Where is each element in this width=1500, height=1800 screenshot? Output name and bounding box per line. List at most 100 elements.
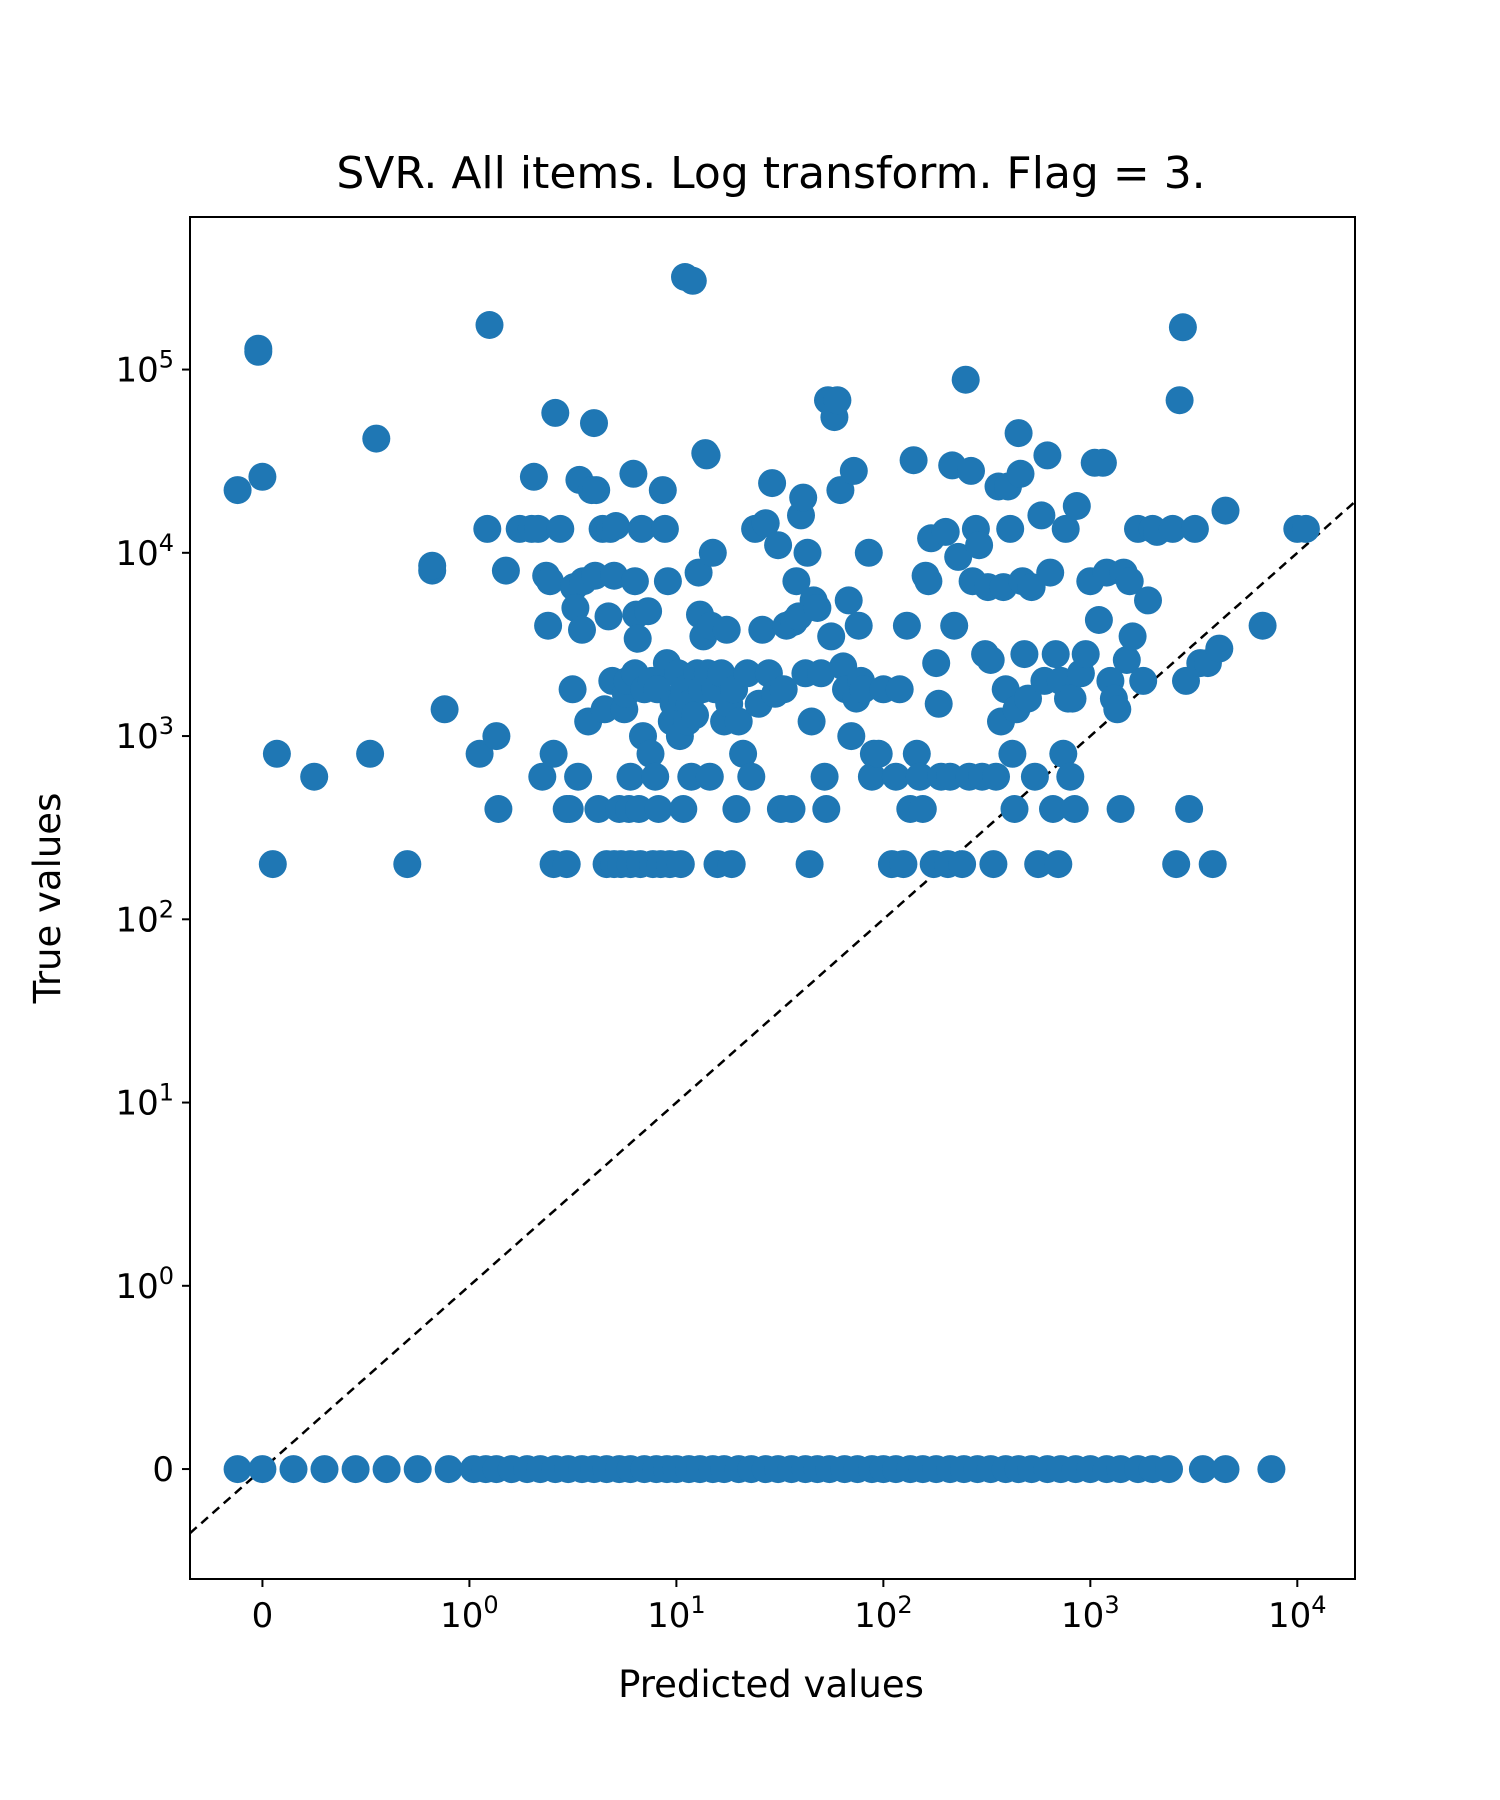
data-point	[465, 739, 494, 768]
data-point	[751, 509, 780, 538]
data-point	[475, 311, 504, 339]
data-point	[1205, 634, 1234, 663]
x-tick-label: 103	[1061, 1591, 1120, 1636]
data-point	[1000, 795, 1029, 823]
data-point	[1020, 762, 1049, 791]
x-tick-label: 101	[647, 1591, 706, 1636]
data-point	[568, 615, 596, 644]
data-point	[914, 567, 943, 596]
data-point	[1106, 795, 1135, 823]
data-point	[1006, 459, 1035, 488]
data-point	[839, 456, 868, 485]
points-layer	[223, 263, 1320, 1484]
data-point	[854, 538, 883, 567]
reference-line	[189, 500, 1356, 1535]
data-point	[552, 850, 581, 879]
data-point	[580, 409, 608, 438]
data-point	[681, 701, 709, 730]
data-point	[1158, 514, 1187, 543]
data-point	[717, 850, 746, 879]
data-point	[724, 707, 753, 736]
data-point	[692, 441, 721, 470]
data-point	[864, 739, 893, 768]
data-point	[634, 597, 663, 626]
plot-frame	[189, 216, 1356, 1580]
data-point	[1056, 762, 1085, 791]
data-point	[623, 624, 652, 653]
x-tick-label: 0	[252, 1596, 274, 1636]
data-point	[616, 762, 645, 791]
y-axis-label: True values	[26, 793, 69, 1005]
data-point	[834, 586, 863, 615]
data-point	[1134, 586, 1162, 615]
data-point	[491, 556, 520, 585]
data-point	[837, 722, 866, 751]
data-point	[1014, 684, 1042, 713]
data-point	[957, 456, 985, 485]
data-point	[223, 1455, 252, 1484]
data-point	[310, 1455, 339, 1484]
data-point	[1088, 448, 1117, 477]
x-tick-label: 104	[1268, 1591, 1327, 1636]
data-point	[619, 459, 648, 488]
data-point	[764, 531, 793, 560]
data-point	[892, 611, 921, 640]
data-point	[812, 795, 841, 823]
data-point	[1051, 514, 1080, 543]
data-point	[1168, 313, 1197, 342]
data-point	[1024, 850, 1053, 879]
y-tick-label: 102	[115, 895, 174, 940]
data-point	[1291, 514, 1320, 543]
data-point	[1175, 795, 1204, 823]
data-point	[789, 483, 818, 512]
data-point	[1248, 611, 1277, 640]
data-point	[807, 659, 836, 688]
data-point	[536, 567, 564, 596]
data-point	[748, 615, 777, 644]
data-point	[484, 795, 513, 823]
data-point	[1257, 1455, 1286, 1484]
data-point	[372, 1455, 401, 1484]
data-point	[1115, 567, 1144, 596]
data-point	[393, 850, 422, 879]
data-point	[902, 739, 931, 768]
data-point	[698, 538, 727, 567]
data-point	[1198, 850, 1227, 879]
data-point	[558, 675, 587, 704]
data-point	[555, 795, 584, 823]
data-point	[823, 386, 852, 415]
data-point	[403, 1455, 432, 1484]
data-point	[1211, 1455, 1240, 1484]
y-tick-label: 100	[115, 1262, 174, 1307]
data-point	[1058, 684, 1087, 713]
data-point	[889, 850, 918, 879]
data-point	[1103, 695, 1132, 724]
data-point	[712, 615, 741, 644]
data-point	[951, 365, 980, 394]
data-point	[908, 795, 937, 823]
data-point	[601, 512, 630, 540]
data-point	[733, 659, 762, 688]
data-point	[996, 514, 1025, 543]
data-point	[1180, 514, 1209, 543]
data-point	[482, 722, 511, 751]
data-point	[430, 695, 459, 724]
data-point	[648, 476, 677, 505]
data-point	[905, 762, 934, 791]
data-point	[948, 850, 977, 879]
data-point	[1155, 1455, 1183, 1484]
data-point	[244, 337, 273, 366]
data-point	[758, 469, 787, 498]
data-point	[1165, 386, 1194, 415]
data-point	[434, 1455, 463, 1484]
x-tick-label: 100	[440, 1591, 499, 1636]
data-point	[782, 567, 811, 596]
x-tick-label: 102	[854, 1591, 913, 1636]
data-point	[795, 850, 824, 879]
data-point	[849, 675, 878, 704]
data-point	[223, 476, 252, 505]
data-point	[473, 514, 502, 543]
data-point	[541, 398, 570, 427]
data-point	[797, 707, 826, 736]
